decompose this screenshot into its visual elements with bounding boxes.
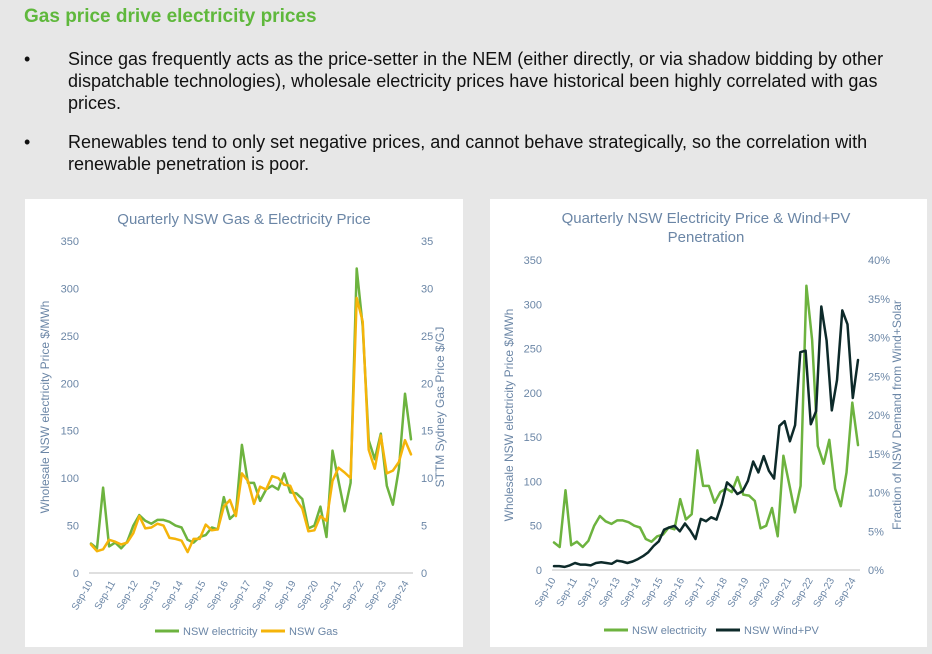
y-tick-label: 350 bbox=[524, 255, 542, 267]
y-axis-label: Wholesale NSW electricity Price $/MWh bbox=[502, 309, 516, 522]
y2-tick-label: 30 bbox=[421, 283, 433, 295]
chart-gas-electricity-svg: Quarterly NSW Gas & Electricity Price050… bbox=[38, 211, 447, 638]
y2-axis-label: Fraction of NSW Demand from Wind+Solar bbox=[890, 300, 904, 530]
y2-tick-label: 15% bbox=[868, 449, 890, 461]
legend-label: NSW Wind+PV bbox=[744, 625, 820, 637]
x-tick-label: Sep-24 bbox=[386, 579, 412, 613]
y-tick-label: 0 bbox=[73, 568, 79, 580]
y2-tick-label: 25% bbox=[868, 371, 890, 383]
y-tick-label: 250 bbox=[61, 331, 79, 343]
y-tick-label: 0 bbox=[536, 565, 542, 577]
series-line-nsw-electricity bbox=[89, 267, 413, 550]
slide-title: Gas price drive electricity prices bbox=[24, 6, 317, 27]
chart-title: Quarterly NSW Gas & Electricity Price bbox=[117, 211, 370, 228]
y-tick-label: 100 bbox=[524, 476, 542, 488]
series-line-nsw-gas bbox=[89, 296, 413, 554]
y-tick-label: 150 bbox=[61, 426, 79, 438]
y2-tick-label: 10 bbox=[421, 473, 433, 485]
y-axis-label: Wholesale NSW electricity Price $/MWh bbox=[38, 301, 52, 514]
chart-title-line-2: Penetration bbox=[668, 229, 745, 246]
y2-tick-label: 15 bbox=[421, 426, 433, 438]
y2-tick-label: 20 bbox=[421, 378, 433, 390]
y-tick-label: 200 bbox=[61, 378, 79, 390]
y2-tick-label: 10% bbox=[868, 488, 890, 500]
chart-gas-electricity: Quarterly NSW Gas & Electricity Price 0 50… bbox=[25, 199, 463, 647]
y2-tick-label: 35% bbox=[868, 294, 890, 306]
x-tick-label: Sep-10 bbox=[70, 579, 96, 613]
bullet-1-text: Since gas frequently acts as the price-s… bbox=[68, 49, 884, 113]
y2-tick-label: 30% bbox=[868, 333, 890, 345]
y2-tick-label: 5 bbox=[421, 521, 427, 533]
bullet-2-text: Renewables tend to only set negative pri… bbox=[68, 132, 868, 174]
y-tick-label: 200 bbox=[524, 388, 542, 400]
y2-tick-label: 40% bbox=[868, 255, 890, 267]
series-line-nsw-wind-pv bbox=[552, 305, 860, 569]
y-tick-label: 300 bbox=[524, 299, 542, 311]
y2-tick-label: 25 bbox=[421, 331, 433, 343]
y2-tick-label: 20% bbox=[868, 410, 890, 422]
legend-label: NSW Gas bbox=[289, 626, 338, 638]
y2-tick-label: 5% bbox=[868, 526, 884, 538]
y-tick-label: 350 bbox=[61, 236, 79, 248]
bullet-2: • Renewables tend to only set negative p… bbox=[24, 131, 924, 175]
y2-tick-label: 0% bbox=[868, 565, 884, 577]
chart-title-line-1: Quarterly NSW Electricity Price & Wind+P… bbox=[562, 210, 851, 227]
y-tick-label: 250 bbox=[524, 344, 542, 356]
y2-tick-label: 35 bbox=[421, 236, 433, 248]
bullet-2-marker: • bbox=[24, 132, 31, 152]
y-tick-label: 50 bbox=[530, 521, 542, 533]
chart-electricity-windpv: Quarterly NSW Electricity Price & Wind+P… bbox=[490, 199, 927, 647]
series-line-nsw-electricity bbox=[552, 284, 860, 549]
bullet-1-marker: • bbox=[24, 49, 31, 69]
chart-electricity-windpv-svg: Quarterly NSW Electricity Price & Wind+P… bbox=[502, 210, 904, 637]
legend-label: NSW electricity bbox=[632, 625, 707, 637]
y-tick-label: 100 bbox=[61, 473, 79, 485]
y-tick-label: 150 bbox=[524, 432, 542, 444]
legend-label: NSW electricity bbox=[183, 626, 258, 638]
y-tick-label: 50 bbox=[67, 521, 79, 533]
y2-tick-label: 0 bbox=[421, 568, 427, 580]
x-tick-label: Sep-24 bbox=[833, 576, 859, 610]
y-tick-label: 300 bbox=[61, 283, 79, 295]
y2-axis-label: STTM Sydney Gas Price $/GJ bbox=[433, 327, 447, 488]
bullet-1: • Since gas frequently acts as the price… bbox=[24, 48, 924, 114]
